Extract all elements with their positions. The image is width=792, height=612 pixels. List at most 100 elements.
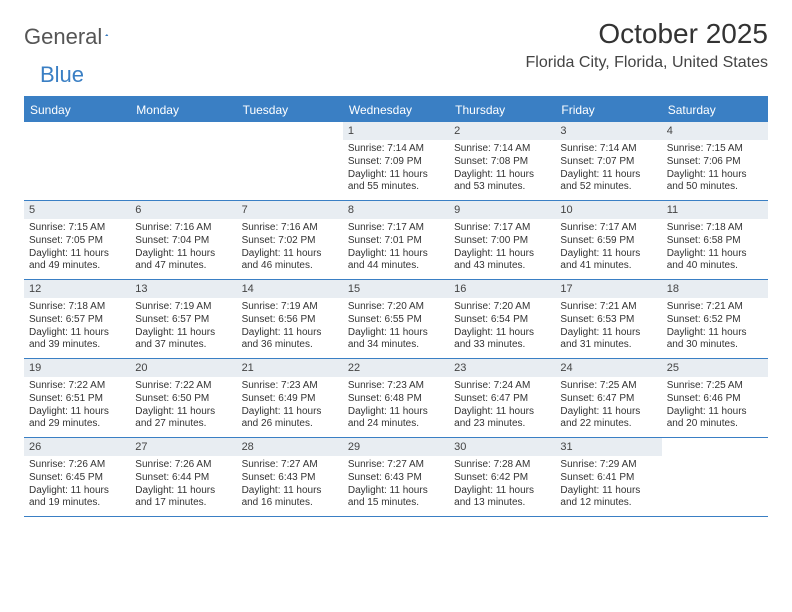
day-header-cell: Sunday <box>24 98 130 122</box>
sunrise-line: Sunrise: 7:23 AM <box>242 380 338 393</box>
day-cell: 23Sunrise: 7:24 AMSunset: 6:47 PMDayligh… <box>449 359 555 437</box>
calendar: SundayMondayTuesdayWednesdayThursdayFrid… <box>24 96 768 517</box>
daylight-line: Daylight: 11 hours and 31 minutes. <box>560 327 656 353</box>
daylight-line: Daylight: 11 hours and 19 minutes. <box>29 485 125 511</box>
sunset-line: Sunset: 6:47 PM <box>560 393 656 406</box>
day-number: 7 <box>237 201 343 219</box>
day-number: 16 <box>449 280 555 298</box>
sunset-line: Sunset: 6:45 PM <box>29 472 125 485</box>
day-number: 25 <box>662 359 768 377</box>
daylight-line: Daylight: 11 hours and 40 minutes. <box>667 248 763 274</box>
day-cell: . <box>237 122 343 200</box>
day-cell: 2Sunrise: 7:14 AMSunset: 7:08 PMDaylight… <box>449 122 555 200</box>
sunrise-line: Sunrise: 7:15 AM <box>29 222 125 235</box>
day-number: 8 <box>343 201 449 219</box>
daylight-line: Daylight: 11 hours and 37 minutes. <box>135 327 231 353</box>
day-number: 19 <box>24 359 130 377</box>
day-header-cell: Monday <box>130 98 236 122</box>
day-number: 27 <box>130 438 236 456</box>
day-cell: 5Sunrise: 7:15 AMSunset: 7:05 PMDaylight… <box>24 201 130 279</box>
day-cell: 7Sunrise: 7:16 AMSunset: 7:02 PMDaylight… <box>237 201 343 279</box>
day-number: 24 <box>555 359 661 377</box>
sunrise-line: Sunrise: 7:18 AM <box>29 301 125 314</box>
sunrise-line: Sunrise: 7:14 AM <box>560 143 656 156</box>
day-cell: 8Sunrise: 7:17 AMSunset: 7:01 PMDaylight… <box>343 201 449 279</box>
sunrise-line: Sunrise: 7:21 AM <box>667 301 763 314</box>
week-row: 19Sunrise: 7:22 AMSunset: 6:51 PMDayligh… <box>24 359 768 438</box>
daylight-line: Daylight: 11 hours and 41 minutes. <box>560 248 656 274</box>
sunset-line: Sunset: 7:05 PM <box>29 235 125 248</box>
sunset-line: Sunset: 6:49 PM <box>242 393 338 406</box>
sunrise-line: Sunrise: 7:28 AM <box>454 459 550 472</box>
daylight-line: Daylight: 11 hours and 26 minutes. <box>242 406 338 432</box>
sunrise-line: Sunrise: 7:17 AM <box>348 222 444 235</box>
day-cell: 13 Sunrise: 7:19 AMSunset: 6:57 PMDayligh… <box>130 280 236 358</box>
sunrise-line: Sunrise: 7:27 AM <box>242 459 338 472</box>
day-number: 30 <box>449 438 555 456</box>
sunset-line: Sunset: 7:06 PM <box>667 156 763 169</box>
daylight-line: Daylight: 11 hours and 50 minutes. <box>667 169 763 195</box>
logo-mark-icon <box>105 27 108 43</box>
daylight-line: Daylight: 11 hours and 49 minutes. <box>29 248 125 274</box>
daylight-line: Daylight: 11 hours and 29 minutes. <box>29 406 125 432</box>
daylight-line: Daylight: 11 hours and 34 minutes. <box>348 327 444 353</box>
day-cell: 6Sunrise: 7:16 AMSunset: 7:04 PMDaylight… <box>130 201 236 279</box>
sunset-line: Sunset: 6:54 PM <box>454 314 550 327</box>
day-number: 14 <box>237 280 343 298</box>
day-number: 4 <box>662 122 768 140</box>
sunrise-line: Sunrise: 7:20 AM <box>348 301 444 314</box>
day-header-row: SundayMondayTuesdayWednesdayThursdayFrid… <box>24 98 768 122</box>
day-number: 23 <box>449 359 555 377</box>
day-number: 13 <box>130 280 236 298</box>
week-row: ...1Sunrise: 7:14 AMSunset: 7:09 PMDayli… <box>24 122 768 201</box>
sunset-line: Sunset: 6:59 PM <box>560 235 656 248</box>
daylight-line: Daylight: 11 hours and 53 minutes. <box>454 169 550 195</box>
sunset-line: Sunset: 7:01 PM <box>348 235 444 248</box>
logo-word2: Blue <box>40 62 84 88</box>
sunrise-line: Sunrise: 7:19 AM <box>242 301 338 314</box>
day-cell: 11Sunrise: 7:18 AMSunset: 6:58 PMDayligh… <box>662 201 768 279</box>
day-cell: 9Sunrise: 7:17 AMSunset: 7:00 PMDaylight… <box>449 201 555 279</box>
day-number: 6 <box>130 201 236 219</box>
sunset-line: Sunset: 6:56 PM <box>242 314 338 327</box>
day-cell: 20Sunrise: 7:22 AMSunset: 6:50 PMDayligh… <box>130 359 236 437</box>
day-cell: 29Sunrise: 7:27 AMSunset: 6:43 PMDayligh… <box>343 438 449 516</box>
day-cell: 22Sunrise: 7:23 AMSunset: 6:48 PMDayligh… <box>343 359 449 437</box>
sunset-line: Sunset: 6:50 PM <box>135 393 231 406</box>
sunset-line: Sunset: 6:57 PM <box>135 314 231 327</box>
sunset-line: Sunset: 6:48 PM <box>348 393 444 406</box>
sunset-line: Sunset: 6:53 PM <box>560 314 656 327</box>
sunrise-line: Sunrise: 7:26 AM <box>135 459 231 472</box>
day-cell: . <box>24 122 130 200</box>
daylight-line: Daylight: 11 hours and 16 minutes. <box>242 485 338 511</box>
day-cell: 14 Sunrise: 7:19 AMSunset: 6:56 PMDayligh… <box>237 280 343 358</box>
daylight-line: Daylight: 11 hours and 12 minutes. <box>560 485 656 511</box>
day-cell: . <box>130 122 236 200</box>
day-cell: 31Sunrise: 7:29 AMSunset: 6:41 PMDayligh… <box>555 438 661 516</box>
sunrise-line: Sunrise: 7:25 AM <box>560 380 656 393</box>
daylight-line: Daylight: 11 hours and 47 minutes. <box>135 248 231 274</box>
day-cell: 4 Sunrise: 7:15 AMSunset: 7:06 PMDaylight… <box>662 122 768 200</box>
sunrise-line: Sunrise: 7:15 AM <box>667 143 763 156</box>
daylight-line: Daylight: 11 hours and 36 minutes. <box>242 327 338 353</box>
day-cell: 17Sunrise: 7:21 AMSunset: 6:53 PMDayligh… <box>555 280 661 358</box>
day-cell: 1Sunrise: 7:14 AMSunset: 7:09 PMDaylight… <box>343 122 449 200</box>
daylight-line: Daylight: 11 hours and 13 minutes. <box>454 485 550 511</box>
sunrise-line: Sunrise: 7:14 AM <box>348 143 444 156</box>
day-header-cell: Saturday <box>662 98 768 122</box>
daylight-line: Daylight: 11 hours and 30 minutes. <box>667 327 763 353</box>
day-cell: 12Sunrise: 7:18 AMSunset: 6:57 PMDayligh… <box>24 280 130 358</box>
daylight-line: Daylight: 11 hours and 33 minutes. <box>454 327 550 353</box>
day-number: 17 <box>555 280 661 298</box>
day-cell: 19Sunrise: 7:22 AMSunset: 6:51 PMDayligh… <box>24 359 130 437</box>
sunrise-line: Sunrise: 7:23 AM <box>348 380 444 393</box>
day-number: 12 <box>24 280 130 298</box>
daylight-line: Daylight: 11 hours and 52 minutes. <box>560 169 656 195</box>
day-cell: 15Sunrise: 7:20 AMSunset: 6:55 PMDayligh… <box>343 280 449 358</box>
daylight-line: Daylight: 11 hours and 46 minutes. <box>242 248 338 274</box>
daylight-line: Daylight: 11 hours and 15 minutes. <box>348 485 444 511</box>
sunset-line: Sunset: 6:58 PM <box>667 235 763 248</box>
sunset-line: Sunset: 6:44 PM <box>135 472 231 485</box>
day-number: 2 <box>449 122 555 140</box>
sunrise-line: Sunrise: 7:19 AM <box>135 301 231 314</box>
